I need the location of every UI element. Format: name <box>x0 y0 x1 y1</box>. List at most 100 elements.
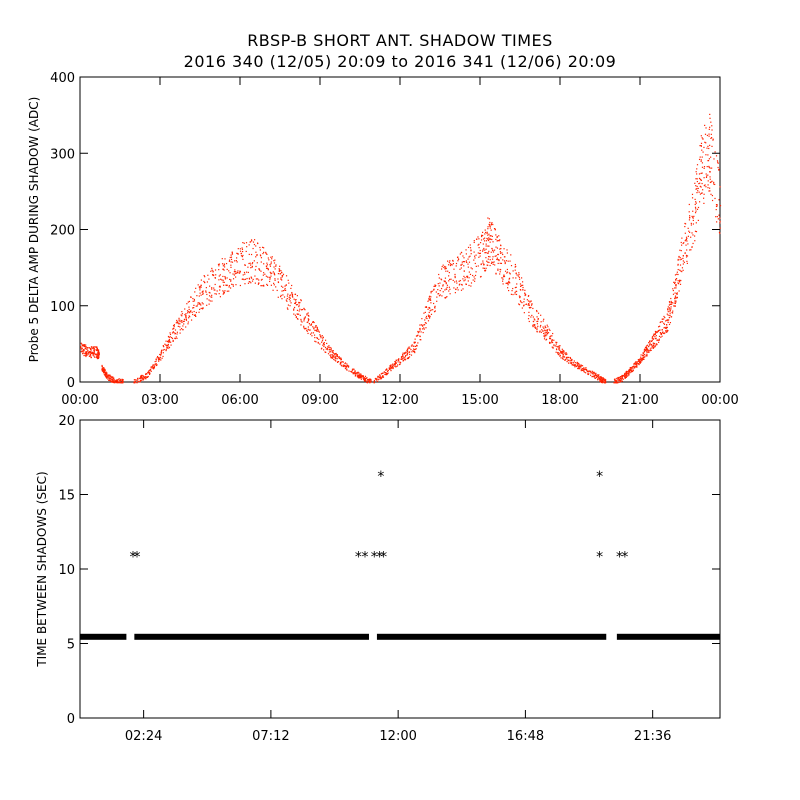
amp-point <box>265 267 268 269</box>
amp-point <box>316 337 318 340</box>
amp-point <box>355 374 357 377</box>
amp-point <box>355 374 357 376</box>
amp-point <box>695 188 697 190</box>
amp-point <box>466 261 468 263</box>
amp-point <box>498 259 500 261</box>
amp-point <box>491 235 493 238</box>
amp-point <box>328 345 330 347</box>
amp-point <box>309 324 311 326</box>
amp-point <box>95 346 97 348</box>
amp-point <box>287 293 289 295</box>
amp-point <box>300 309 303 311</box>
amp-point <box>401 357 403 359</box>
amp-point <box>652 338 654 340</box>
amp-point <box>295 316 298 318</box>
amp-point <box>208 303 210 305</box>
amp-point <box>548 341 551 343</box>
amp-point <box>521 281 524 283</box>
amp-point <box>572 363 574 365</box>
amp-point <box>375 378 377 380</box>
amp-point <box>163 348 165 351</box>
amp-point <box>524 293 526 295</box>
amp-point <box>468 271 470 273</box>
amp-point <box>533 323 535 326</box>
amp-point <box>425 306 427 308</box>
amp-point <box>173 325 175 327</box>
interval-x-tick-label: 16:48 <box>507 729 544 744</box>
amp-point <box>667 311 669 313</box>
amp-point <box>356 372 358 374</box>
amp-point <box>702 151 704 153</box>
amp-point <box>681 267 684 269</box>
amp-point <box>619 377 622 380</box>
amp-point <box>269 277 271 279</box>
interval-point: * <box>130 550 137 566</box>
amp-point <box>461 283 463 286</box>
amp-point <box>524 289 526 291</box>
amp-point <box>231 251 233 253</box>
amp-point <box>326 342 328 345</box>
amp-point <box>693 235 696 237</box>
amp-point <box>412 348 415 350</box>
amp-point <box>298 304 300 306</box>
amp-point <box>408 356 411 358</box>
amp-point <box>545 332 548 334</box>
amp-point <box>504 261 506 263</box>
amp-point <box>434 305 436 307</box>
amp-point <box>557 353 559 355</box>
amp-point <box>280 285 283 287</box>
amp-point <box>343 364 345 367</box>
amp-point <box>682 263 684 265</box>
amp-point <box>208 299 210 301</box>
amp-point <box>169 333 172 336</box>
amp-point <box>600 379 602 381</box>
amp-x-tick-label: 00:00 <box>61 393 98 408</box>
amp-point <box>165 344 167 346</box>
amp-point <box>192 313 194 316</box>
amp-point <box>665 327 668 329</box>
amp-point <box>296 318 299 320</box>
amp-point <box>585 372 587 374</box>
amp-point <box>273 284 275 286</box>
amp-point <box>696 188 698 190</box>
amp-point <box>688 230 690 232</box>
amp-point <box>308 323 310 325</box>
amp-point <box>672 293 675 295</box>
amp-point <box>274 278 276 280</box>
amp-point <box>84 345 86 347</box>
amp-point <box>689 217 691 219</box>
amp-point <box>547 332 550 334</box>
amp-point <box>81 348 83 350</box>
amp-point <box>219 274 221 276</box>
amp-point <box>633 366 635 368</box>
interval-point: * <box>596 469 603 485</box>
amp-point <box>266 264 269 266</box>
amp-point <box>307 312 309 314</box>
amp-point <box>104 372 107 375</box>
amp-point <box>94 353 96 355</box>
amp-point <box>693 215 695 217</box>
amp-point <box>459 268 461 270</box>
amp-point <box>617 381 619 383</box>
amp-point <box>711 199 714 202</box>
amp-point <box>230 279 232 281</box>
amp-point <box>267 268 269 270</box>
amp-point <box>83 344 85 347</box>
amp-point <box>445 281 447 284</box>
amp-point <box>510 265 513 267</box>
amp-point <box>577 362 579 364</box>
amp-point <box>585 368 587 371</box>
amp-point <box>718 214 720 216</box>
amp-point <box>442 284 444 286</box>
amp-point <box>387 372 389 374</box>
amp-point <box>619 379 621 381</box>
amp-point <box>667 309 669 311</box>
amp-point <box>85 351 87 353</box>
amp-point <box>437 293 439 295</box>
amp-point <box>181 315 183 317</box>
amp-point <box>587 371 589 373</box>
amp-point <box>392 367 394 370</box>
amp-point <box>236 252 238 254</box>
amp-point <box>527 318 530 320</box>
amp-point <box>421 324 423 326</box>
